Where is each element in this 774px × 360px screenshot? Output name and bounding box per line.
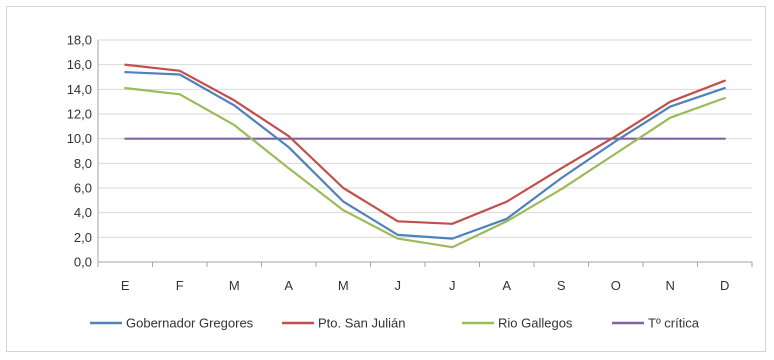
x-tick-label: A (502, 278, 511, 293)
legend-label: Gobernador Gregores (126, 316, 254, 331)
y-tick-label: 8,0 (74, 156, 92, 171)
x-tick-label: D (720, 278, 729, 293)
y-tick-label: 10,0 (67, 131, 92, 146)
x-tick-label: J (395, 278, 402, 293)
y-tick-label: 16,0 (67, 57, 92, 72)
y-tick-label: 14,0 (67, 82, 92, 97)
legend-label: Tº crítica (648, 316, 700, 331)
x-tick-label: N (666, 278, 675, 293)
y-tick-label: 4,0 (74, 205, 92, 220)
x-tick-label: M (229, 278, 240, 293)
y-tick-label: 6,0 (74, 181, 92, 196)
y-tick-label: 2,0 (74, 230, 92, 245)
series-line-pto-san-juli-n (124, 63, 726, 225)
chart-frame (6, 6, 766, 352)
series-line-rio-gallegos (124, 86, 726, 249)
legend-label: Pto. San Julián (318, 316, 405, 331)
legend-label: Rio Gallegos (498, 316, 573, 331)
x-tick-label: O (611, 278, 621, 293)
x-tick-label: F (176, 278, 184, 293)
x-tick-label: S (557, 278, 566, 293)
x-tick-label: J (449, 278, 456, 293)
x-tick-label: M (338, 278, 349, 293)
y-tick-label: 0,0 (74, 255, 92, 270)
series-line-gobernador-gregores (124, 70, 726, 240)
x-tick-label: A (284, 278, 293, 293)
y-tick-label: 18,0 (67, 33, 92, 48)
x-tick-label: E (121, 278, 130, 293)
y-tick-label: 12,0 (67, 107, 92, 122)
